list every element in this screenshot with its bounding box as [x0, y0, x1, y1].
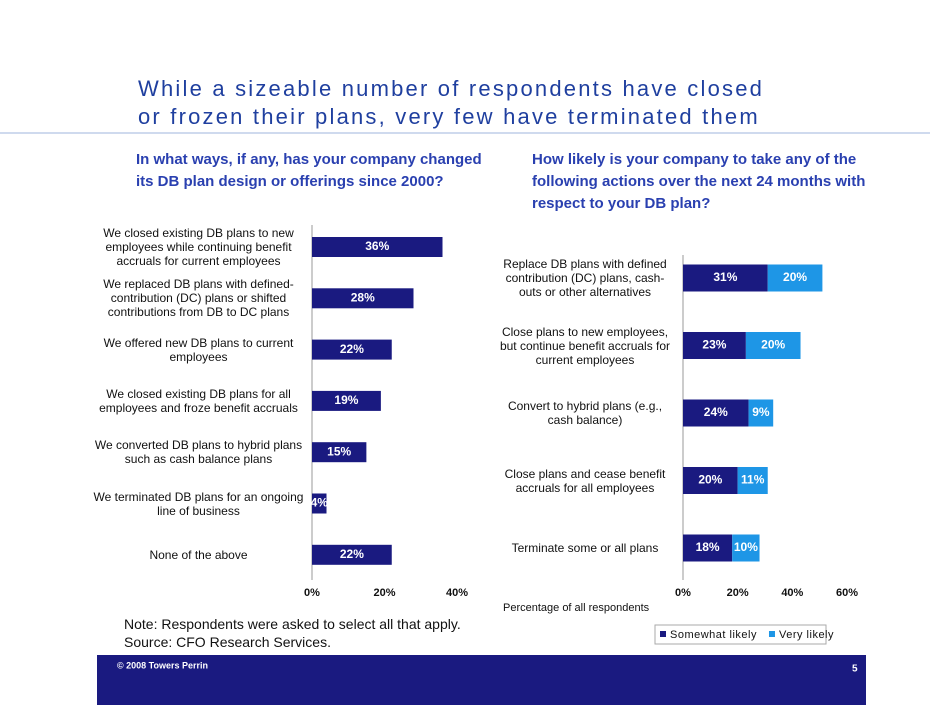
- copyright: © 2008 Towers Perrin: [117, 660, 208, 670]
- bar: [312, 442, 367, 463]
- bar-segment: [683, 332, 746, 359]
- data-label: 20%: [761, 338, 785, 352]
- data-label: 31%: [713, 270, 737, 284]
- title-line: While a sizeable number of respondents h…: [138, 76, 765, 101]
- bar: [312, 544, 392, 565]
- category-label: None of the above: [149, 547, 248, 562]
- category-label: Convert to hybrid plans (e.g., cash bala…: [507, 399, 663, 427]
- category-label: Close plans and cease benefit accruals f…: [504, 466, 666, 495]
- x-tick-label: 60%: [836, 587, 858, 599]
- category-label: We converted DB plans to hybrid plans su…: [94, 438, 303, 467]
- category-label: We offered new DB plans to current emplo…: [103, 335, 294, 364]
- page-number: 5: [852, 664, 858, 675]
- category-label: We replaced DB plans with defined-contri…: [103, 277, 294, 320]
- note: Source: CFO Research Services.: [124, 634, 331, 650]
- category-label: We closed existing DB plans for all empl…: [99, 386, 298, 415]
- bar-segment: [683, 467, 738, 494]
- x-tick-label: 0%: [304, 587, 320, 599]
- bar-segment: [683, 534, 733, 562]
- x-tick-label: 20%: [373, 587, 395, 599]
- bar-segment: [732, 534, 760, 562]
- subtitle: In what ways, if any, has your company c…: [136, 151, 482, 190]
- bar-segment: [745, 332, 801, 359]
- data-label: 15%: [327, 444, 351, 458]
- data-label: 28%: [351, 290, 375, 304]
- bar: [312, 390, 381, 411]
- bar: [312, 288, 414, 309]
- data-label: 19%: [334, 393, 358, 407]
- data-label: 9%: [752, 405, 770, 419]
- data-label: 18%: [696, 540, 720, 554]
- note: Note: Respondents were asked to select a…: [124, 616, 461, 632]
- data-label: 22%: [340, 342, 364, 356]
- data-label: 4%: [311, 496, 329, 510]
- bar-segment: [748, 399, 774, 427]
- data-label: 11%: [741, 473, 765, 487]
- bar-segment: [683, 399, 749, 427]
- x-tick-label: 20%: [727, 587, 749, 599]
- legend-swatch: [768, 631, 775, 637]
- x-axis-label: Percentage of all respondents: [503, 602, 650, 614]
- data-label: 20%: [783, 270, 807, 284]
- legend-label: Somewhat likely: [670, 629, 757, 641]
- category-label: Replace DB plans with defined contributi…: [503, 257, 667, 299]
- bar-segment: [737, 467, 768, 494]
- data-label: 22%: [340, 547, 364, 561]
- bar: [312, 237, 443, 257]
- footer-band: [97, 655, 866, 705]
- bar: [312, 339, 392, 360]
- data-label: 10%: [734, 540, 758, 554]
- legend-box: [654, 624, 827, 645]
- title-line: or frozen their plans, very few have ter…: [138, 104, 760, 129]
- x-tick-label: 40%: [446, 587, 468, 599]
- category-label: We terminated DB plans for an ongoing li…: [93, 489, 304, 518]
- data-label: 20%: [698, 473, 722, 487]
- category-label: Terminate some or all plans: [511, 541, 659, 555]
- category-label: We closed existing DB plans to new emplo…: [103, 226, 294, 268]
- legend-swatch: [660, 631, 666, 637]
- category-label: Close plans to new employees, but contin…: [499, 324, 671, 367]
- bar-segment: [683, 264, 768, 292]
- data-label: 23%: [702, 338, 726, 352]
- bar: [312, 493, 327, 514]
- x-tick-label: 40%: [781, 587, 803, 599]
- legend-label: Very likely: [779, 629, 834, 641]
- subtitle: How likely is your company to take any o…: [532, 151, 866, 212]
- x-tick-label: 0%: [675, 587, 691, 599]
- data-label: 36%: [365, 239, 389, 253]
- bar-segment: [767, 264, 823, 292]
- data-label: 24%: [704, 405, 728, 419]
